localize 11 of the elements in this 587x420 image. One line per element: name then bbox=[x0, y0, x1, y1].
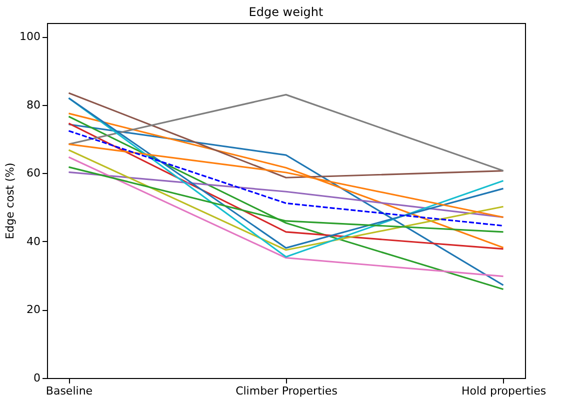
x-tick-label: Climber Properties bbox=[236, 384, 338, 398]
y-tick-label: 20 bbox=[26, 303, 40, 316]
y-tick-label: 40 bbox=[26, 234, 40, 248]
chart-title: Edge weight bbox=[248, 5, 324, 19]
y-axis-title: Edge cost (%) bbox=[4, 162, 17, 240]
y-tick-label: 80 bbox=[26, 98, 40, 112]
y-tick-label: 100 bbox=[20, 30, 40, 44]
x-tick-label: Baseline bbox=[46, 384, 93, 398]
y-tick-label: 0 bbox=[34, 372, 40, 384]
x-tick-label: Hold properties bbox=[461, 384, 546, 398]
y-tick-label: 60 bbox=[26, 166, 40, 180]
